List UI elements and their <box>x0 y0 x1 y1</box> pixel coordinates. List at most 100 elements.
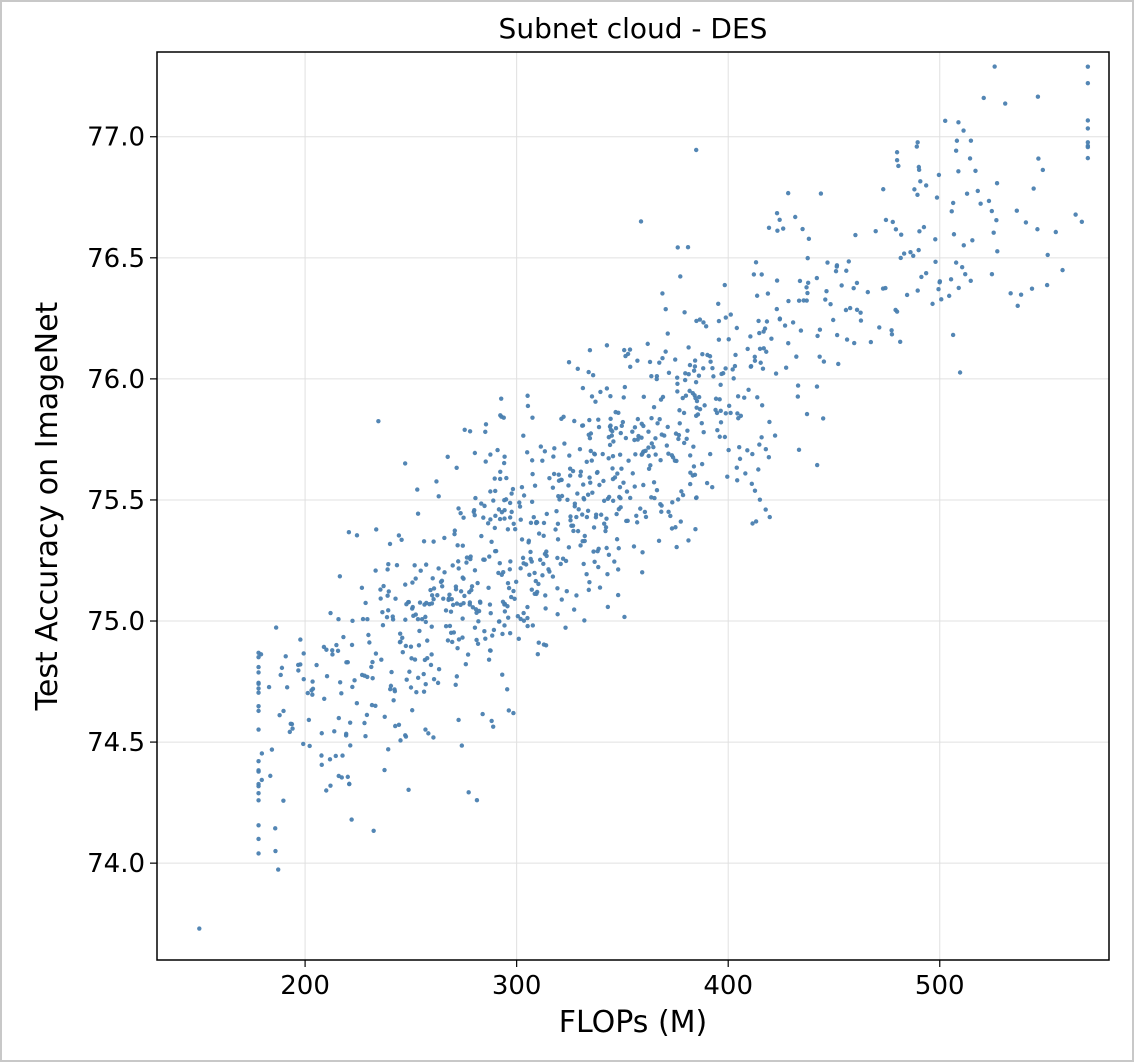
scatter-point <box>325 674 329 678</box>
scatter-point <box>511 487 515 491</box>
scatter-point <box>723 366 727 370</box>
scatter-point <box>518 504 522 508</box>
scatter-point <box>365 617 369 621</box>
scatter-point <box>374 527 378 531</box>
scatter-point <box>1019 292 1023 296</box>
scatter-point <box>503 609 507 613</box>
scatter-point <box>504 476 508 480</box>
scatter-point <box>727 404 731 408</box>
scatter-point <box>437 667 441 671</box>
scatter-point <box>694 414 698 418</box>
scatter-point <box>758 361 762 365</box>
scatter-point <box>493 526 497 530</box>
scatter-point <box>1046 253 1050 257</box>
scatter-point <box>756 319 760 323</box>
scatter-point <box>553 527 557 531</box>
scatter-point <box>607 553 611 557</box>
figure-frame: 200300400500 74.074.575.075.576.076.577.… <box>0 0 1134 1062</box>
scatter-point <box>760 403 764 407</box>
scatter-point <box>521 561 525 565</box>
scatter-point <box>590 394 594 398</box>
scatter-point <box>362 721 366 725</box>
scatter-point <box>385 567 389 571</box>
scatter-point <box>606 605 610 609</box>
scatter-point <box>361 617 365 621</box>
scatter-point <box>298 637 302 641</box>
scatter-point <box>730 367 734 371</box>
scatter-point <box>733 353 737 357</box>
scatter-point <box>444 608 448 612</box>
scatter-point <box>767 226 771 230</box>
scatter-point <box>1008 291 1012 295</box>
scatter-point <box>502 461 506 465</box>
scatter-point <box>397 533 401 537</box>
scatter-point <box>502 516 506 520</box>
scatter-point <box>346 775 350 779</box>
scatter-point <box>489 611 493 615</box>
scatter-point <box>950 209 954 213</box>
scatter-point <box>460 616 464 620</box>
scatter-point <box>256 759 260 763</box>
scatter-point <box>618 505 622 509</box>
scatter-point <box>423 727 427 731</box>
scatter-point <box>537 531 541 535</box>
scatter-point <box>576 529 580 533</box>
scatter-point <box>705 481 709 485</box>
scatter-point <box>602 499 606 503</box>
scatter-point <box>578 447 582 451</box>
scatter-point <box>431 576 435 580</box>
scatter-point <box>839 283 843 287</box>
scatter-point <box>745 448 749 452</box>
scatter-point <box>508 559 512 563</box>
scatter-point <box>373 568 377 572</box>
scatter-point <box>507 708 511 712</box>
scatter-point <box>521 556 525 560</box>
scatter-point <box>307 718 311 722</box>
points-group <box>197 64 1090 930</box>
scatter-point <box>702 403 706 407</box>
scatter-point <box>1003 101 1007 105</box>
scatter-point <box>589 449 593 453</box>
scatter-point <box>658 458 662 462</box>
scatter-point <box>426 731 430 735</box>
scatter-point <box>786 341 790 345</box>
scatter-point <box>388 542 392 546</box>
scatter-point <box>525 605 529 609</box>
scatter-point <box>990 209 994 213</box>
scatter-point <box>739 414 743 418</box>
scatter-point <box>380 610 384 614</box>
scatter-point <box>798 279 802 283</box>
scatter-point <box>462 428 466 432</box>
scatter-point <box>735 478 739 482</box>
scatter-point <box>682 411 686 415</box>
scatter-point <box>616 593 620 597</box>
scatter-point <box>746 388 750 392</box>
scatter-point <box>718 383 722 387</box>
scatter-point <box>693 527 697 531</box>
scatter-point <box>505 687 509 691</box>
scatter-point <box>256 709 260 713</box>
scatter-point <box>481 515 485 519</box>
scatter-point <box>800 227 804 231</box>
scatter-point <box>285 685 289 689</box>
scatter-point <box>774 371 778 375</box>
scatter-point <box>436 566 440 570</box>
scatter-point <box>891 220 895 224</box>
scatter-point <box>551 485 555 489</box>
scatter-point <box>491 498 495 502</box>
scatter-point <box>648 360 652 364</box>
scatter-point <box>610 466 614 470</box>
scatter-point <box>328 757 332 761</box>
scatter-point <box>824 289 828 293</box>
scatter-point <box>710 485 714 489</box>
scatter-point <box>330 648 334 652</box>
scatter-point <box>425 638 429 642</box>
y-tick-label: 76.0 <box>87 365 145 395</box>
scatter-point <box>954 260 958 264</box>
scatter-point <box>821 416 825 420</box>
y-tick-label: 75.5 <box>87 486 145 516</box>
scatter-point <box>596 417 600 421</box>
scatter-point <box>350 685 354 689</box>
scatter-point <box>628 347 632 351</box>
scatter-point <box>338 574 342 578</box>
